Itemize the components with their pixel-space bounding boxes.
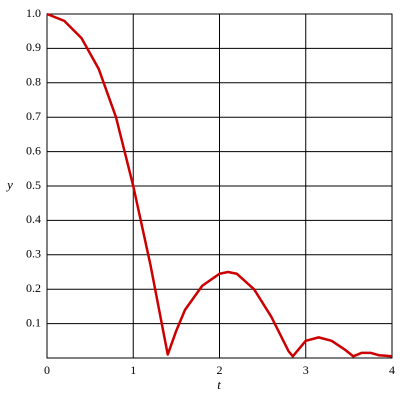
x-tick-label: 1 xyxy=(130,363,136,377)
y-tick-label: 0.5 xyxy=(26,178,41,192)
y-tick-label: 0.7 xyxy=(26,109,41,123)
x-tick-label: 0 xyxy=(44,363,50,377)
y-tick-label: 0.1 xyxy=(26,315,41,329)
x-tick-label: 3 xyxy=(303,363,309,377)
y-tick-label: 0.8 xyxy=(26,75,41,89)
y-tick-label: 0.3 xyxy=(26,247,41,261)
x-tick-label: 2 xyxy=(217,363,223,377)
y-tick-label: 0.2 xyxy=(26,281,41,295)
y-tick-label: 0.9 xyxy=(26,40,41,54)
y-tick-label: 0.6 xyxy=(26,143,41,157)
line-series xyxy=(46,12,393,358)
y-axis-title: y xyxy=(5,177,13,192)
x-axis-title: t xyxy=(217,377,221,392)
y-tick-label: 1.0 xyxy=(26,6,41,20)
x-tick-label: 4 xyxy=(389,363,395,377)
y-tick-label: 0.4 xyxy=(26,212,41,226)
